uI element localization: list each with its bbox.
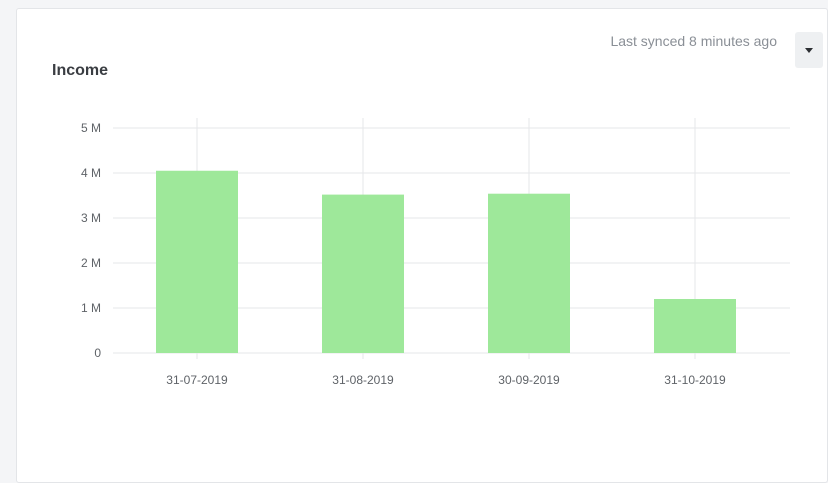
y-tick-label: 3 M [81, 211, 101, 225]
y-tick-label: 5 M [81, 121, 101, 135]
income-card: Last synced 8 minutes ago [16, 8, 828, 483]
last-synced-text: Last synced 8 minutes ago [610, 33, 777, 49]
y-tick-label: 2 M [81, 256, 101, 270]
card-menu-button[interactable] [795, 32, 823, 68]
x-tick-label: 30-09-2019 [498, 373, 560, 387]
bar[interactable] [322, 194, 404, 353]
labels-layer: 0 1 M 2 M 3 M 4 M 5 M 31-07-2019 31-08-2019 30-0… [81, 121, 726, 387]
y-tick-label: 1 M [81, 301, 101, 315]
x-tick-label: 31-10-2019 [664, 373, 726, 387]
bar[interactable] [488, 193, 570, 353]
bar[interactable] [654, 299, 736, 353]
x-tick-label: 31-07-2019 [166, 373, 228, 387]
y-tick-label: 4 M [81, 166, 101, 180]
chart-title: Income [52, 62, 109, 79]
bar[interactable] [156, 170, 238, 353]
x-tick-label: 31-08-2019 [332, 373, 394, 387]
y-tick-label: 0 [94, 346, 101, 360]
caret-down-icon [805, 47, 813, 53]
bars-layer [156, 170, 736, 353]
